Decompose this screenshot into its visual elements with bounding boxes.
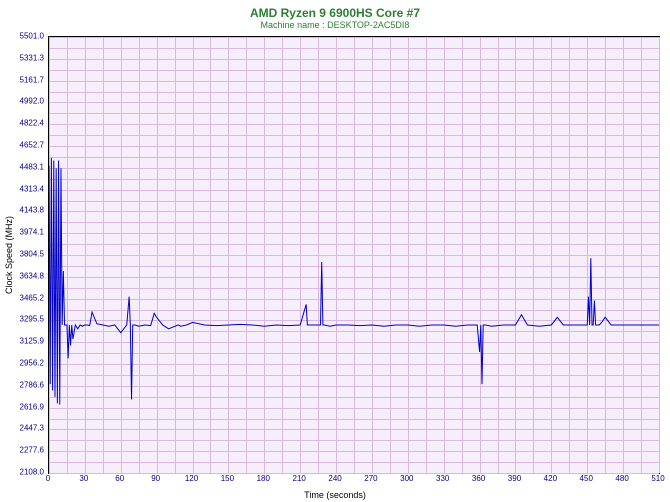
x-tick-label: 510 bbox=[651, 474, 664, 483]
chart-title: AMD Ryzen 9 6900HS Core #7 bbox=[0, 0, 670, 20]
y-tick-label: 2447.3 bbox=[14, 424, 44, 433]
y-tick-label: 3804.5 bbox=[14, 250, 44, 259]
y-tick-label: 2786.6 bbox=[14, 380, 44, 389]
x-tick-label: 240 bbox=[328, 474, 341, 483]
y-axis-label: Clock Speed (MHz) bbox=[4, 216, 14, 294]
x-tick-label: 120 bbox=[185, 474, 198, 483]
x-tick-label: 210 bbox=[292, 474, 305, 483]
y-tick-label: 2108.0 bbox=[14, 468, 44, 477]
y-tick-label: 4822.4 bbox=[14, 119, 44, 128]
x-tick-label: 480 bbox=[615, 474, 628, 483]
y-tick-label: 2956.2 bbox=[14, 359, 44, 368]
y-tick-label: 3974.1 bbox=[14, 228, 44, 237]
clock-speed-chart: AMD Ryzen 9 6900HS Core #7 Machine name … bbox=[0, 0, 670, 502]
y-tick-label: 4143.8 bbox=[14, 206, 44, 215]
plot-area bbox=[48, 36, 660, 474]
x-tick-label: 180 bbox=[257, 474, 270, 483]
x-tick-label: 0 bbox=[46, 474, 50, 483]
y-tick-label: 4652.7 bbox=[14, 141, 44, 150]
y-tick-label: 3125.9 bbox=[14, 337, 44, 346]
y-tick-label: 5161.7 bbox=[14, 75, 44, 84]
chart-subtitle: Machine name : DESKTOP-2AC5DI8 bbox=[0, 20, 670, 32]
y-tick-label: 5501.0 bbox=[14, 32, 44, 41]
x-tick-label: 60 bbox=[115, 474, 124, 483]
x-tick-label: 30 bbox=[79, 474, 88, 483]
x-tick-label: 150 bbox=[221, 474, 234, 483]
y-tick-label: 2616.9 bbox=[14, 402, 44, 411]
x-tick-label: 450 bbox=[580, 474, 593, 483]
y-tick-label: 3295.5 bbox=[14, 315, 44, 324]
x-tick-label: 90 bbox=[151, 474, 160, 483]
grid-line-horizontal bbox=[49, 473, 659, 474]
x-tick-label: 330 bbox=[436, 474, 449, 483]
y-tick-label: 3634.8 bbox=[14, 271, 44, 280]
x-tick-label: 270 bbox=[364, 474, 377, 483]
y-tick-label: 4313.4 bbox=[14, 184, 44, 193]
y-tick-label: 4483.1 bbox=[14, 162, 44, 171]
x-tick-label: 390 bbox=[508, 474, 521, 483]
y-tick-label: 5331.3 bbox=[14, 53, 44, 62]
y-tick-label: 2277.6 bbox=[14, 446, 44, 455]
x-tick-label: 360 bbox=[472, 474, 485, 483]
x-axis-label: Time (seconds) bbox=[0, 490, 670, 500]
grid-line-vertical bbox=[659, 37, 660, 473]
x-tick-label: 300 bbox=[400, 474, 413, 483]
y-tick-label: 4992.0 bbox=[14, 97, 44, 106]
y-tick-label: 3465.2 bbox=[14, 293, 44, 302]
data-series bbox=[49, 37, 659, 473]
x-tick-label: 420 bbox=[544, 474, 557, 483]
